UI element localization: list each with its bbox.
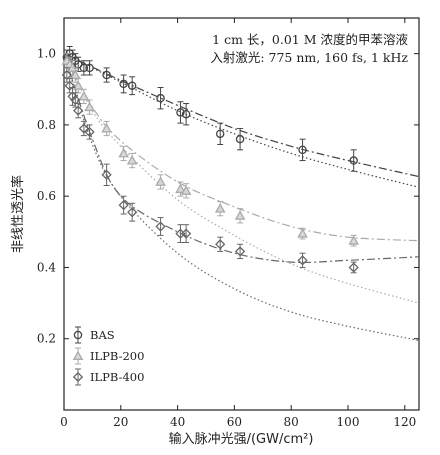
point-bas xyxy=(102,70,111,80)
point-bas xyxy=(127,81,137,90)
point-ilpb-200 xyxy=(175,183,186,194)
legend-label-ilpb-400: ILPB-400 xyxy=(90,370,144,384)
point-ilpb-200 xyxy=(234,210,246,220)
x-tick-label: 60 xyxy=(227,415,242,429)
legend-marker-ilpb-200 xyxy=(72,350,84,361)
point-ilpb-200 xyxy=(155,176,166,186)
point-ilpb-400 xyxy=(101,169,112,180)
fit-dotted-ilpb-200 xyxy=(63,53,420,304)
point-ilpb-200 xyxy=(297,228,308,238)
point-bas xyxy=(181,109,191,119)
axis-tick-labels: 0 20 40 60 80 100 120 0.2 0.4 0.6 0.8 1.0 xyxy=(37,47,416,429)
point-ilpb-400 xyxy=(78,123,89,134)
annotation-line-2: 入射激光: 775 nm, 160 fs, 1 kHz xyxy=(210,50,408,65)
point-ilpb-200 xyxy=(78,90,90,101)
fit-curves xyxy=(63,53,420,342)
legend-label-bas: BAS xyxy=(90,328,115,342)
legend: BAS ILPB-200 ILPB-400 xyxy=(72,326,144,386)
y-tick-label: 0.4 xyxy=(37,260,56,274)
fit-dashed-ilpb-400 xyxy=(63,53,420,264)
y-tick-label: 0.2 xyxy=(37,332,56,346)
data-points xyxy=(61,46,359,274)
plot-frame xyxy=(63,17,420,411)
legend-label-ilpb-200: ILPB-200 xyxy=(90,349,144,363)
point-ilpb-200 xyxy=(118,147,129,158)
point-bas xyxy=(215,129,225,139)
point-bas xyxy=(235,134,245,144)
point-ilpb-200 xyxy=(180,185,192,195)
point-ilpb-400 xyxy=(64,80,75,91)
point-ilpb-400 xyxy=(127,207,138,218)
legend-marker-bas xyxy=(73,330,83,340)
point-ilpb-200 xyxy=(72,80,84,90)
point-ilpb-200 xyxy=(348,235,359,245)
point-ilpb-200 xyxy=(101,122,112,133)
point-ilpb-400 xyxy=(84,126,95,138)
annotation: 1 cm 长，0.01 M 浓度的甲苯溶液 入射激光: 775 nm, 160 … xyxy=(210,32,408,65)
point-ilpb-200 xyxy=(84,101,95,112)
annotation-line-1: 1 cm 长，0.01 M 浓度的甲苯溶液 xyxy=(212,32,408,47)
fit-dotted-ilpb-400 xyxy=(63,53,420,342)
x-tick-label: 0 xyxy=(60,415,68,429)
fit-dashed-bas xyxy=(63,53,420,178)
y-axis-label: 非线性透光率 xyxy=(10,175,26,253)
point-bas xyxy=(85,63,94,73)
y-tick-label: 1.0 xyxy=(37,47,56,61)
point-bas xyxy=(298,145,307,155)
point-ilpb-400 xyxy=(215,239,226,250)
y-tick-label: 0.6 xyxy=(37,189,56,203)
x-tick-label: 20 xyxy=(113,415,128,429)
point-ilpb-400 xyxy=(118,199,129,211)
y-tick-label: 0.8 xyxy=(37,118,56,132)
point-ilpb-400 xyxy=(297,255,308,266)
legend-marker-ilpb-400 xyxy=(72,371,84,383)
axis-ticks xyxy=(63,18,419,410)
point-bas xyxy=(349,156,358,165)
x-tick-label: 80 xyxy=(284,415,299,429)
point-ilpb-400 xyxy=(234,246,246,257)
point-ilpb-400 xyxy=(70,94,81,106)
fit-dotted-bas xyxy=(63,53,420,188)
point-ilpb-400 xyxy=(61,69,72,81)
point-bas xyxy=(156,93,165,103)
x-tick-label: 100 xyxy=(337,415,360,429)
point-bas xyxy=(79,63,89,73)
point-ilpb-400 xyxy=(348,262,359,273)
x-axis-label: 输入脉冲光强/(GW/cm²) xyxy=(169,431,314,447)
point-bas xyxy=(119,79,128,89)
x-tick-label: 40 xyxy=(170,415,185,429)
point-ilpb-400 xyxy=(181,228,192,239)
point-ilpb-400 xyxy=(73,105,84,116)
fit-dashed-ilpb-200 xyxy=(63,53,420,242)
point-ilpb-400 xyxy=(155,221,166,232)
point-ilpb-200 xyxy=(126,155,138,165)
point-ilpb-200 xyxy=(214,203,226,213)
point-bas xyxy=(176,108,185,117)
x-tick-label: 120 xyxy=(393,415,416,429)
